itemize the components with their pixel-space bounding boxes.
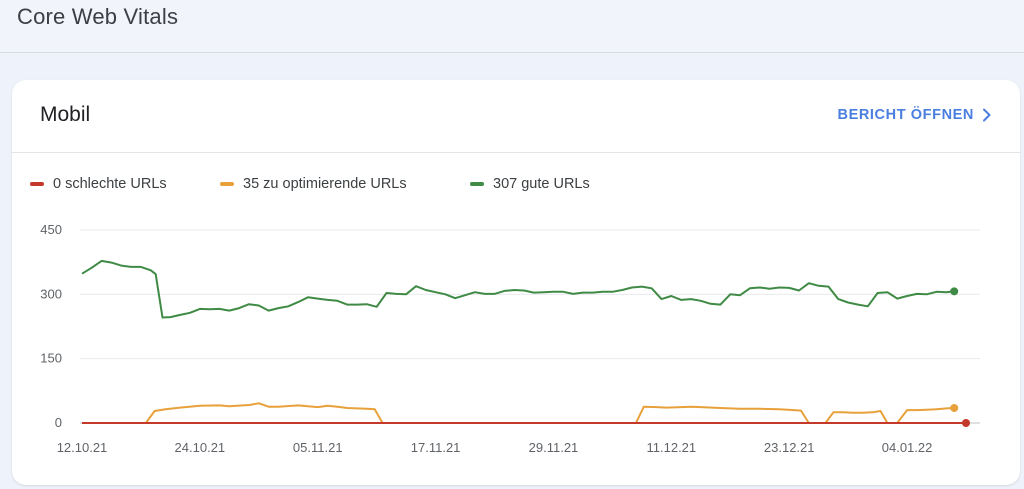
core-web-vitals-chart: 0 150 300 450 12.10.21 24.10.21 05.11.21 17.11.…: [40, 222, 980, 455]
legend-swatch-good: [470, 182, 484, 186]
mobile-report-card: Mobil BERICHT ÖFFNEN 0 schlechte URLs 35…: [12, 80, 1020, 485]
page-title: Core Web Vitals: [17, 4, 179, 29]
y-tick-label: 300: [40, 286, 62, 301]
legend-label-good: 307 gute URLs: [493, 176, 590, 192]
series-endpoint-good[interactable]: [950, 287, 959, 296]
x-tick-label: 24.10.21: [175, 440, 226, 455]
legend-swatch-needs-improvement: [220, 182, 234, 186]
x-tick-label: 12.10.21: [57, 440, 108, 455]
legend-needs-improvement[interactable]: 35 zu optimierende URLs: [220, 176, 470, 192]
x-tick-label: 05.11.21: [293, 440, 343, 455]
x-tick-label: 29.11.21: [529, 440, 579, 455]
legend-good[interactable]: 307 gute URLs: [470, 176, 590, 192]
legend-label-needs-improvement: 35 zu optimierende URLs: [243, 176, 407, 192]
series-line-good: [81, 259, 955, 319]
x-tick-label: 17.11.21: [411, 440, 461, 455]
open-report-button[interactable]: BERICHT ÖFFNEN: [838, 107, 992, 123]
series-endpoint-poor[interactable]: [962, 419, 970, 427]
y-tick-label: 0: [55, 415, 62, 430]
legend-swatch-poor: [30, 182, 44, 186]
legend-poor[interactable]: 0 schlechte URLs: [30, 176, 220, 192]
chevron-right-icon: [983, 108, 991, 122]
series-line-needs-improvement: [82, 402, 955, 424]
legend-label-poor: 0 schlechte URLs: [53, 176, 167, 192]
page-header: Core Web Vitals: [0, 0, 1024, 53]
x-tick-label: 11.12.21: [647, 440, 697, 455]
y-tick-label: 450: [40, 222, 62, 237]
x-tick-label: 23.12.21: [764, 440, 815, 455]
y-tick-label: 150: [40, 351, 62, 366]
series-endpoint-needs-improvement[interactable]: [950, 403, 959, 412]
open-report-label: BERICHT ÖFFNEN: [837, 107, 974, 123]
chart-legend: 0 schlechte URLs 35 zu optimierende URLs…: [30, 174, 590, 194]
x-tick-label: 04.01.22: [882, 440, 933, 455]
card-header: Mobil BERICHT ÖFFNEN: [12, 80, 1020, 153]
card-title: Mobil: [40, 103, 91, 126]
